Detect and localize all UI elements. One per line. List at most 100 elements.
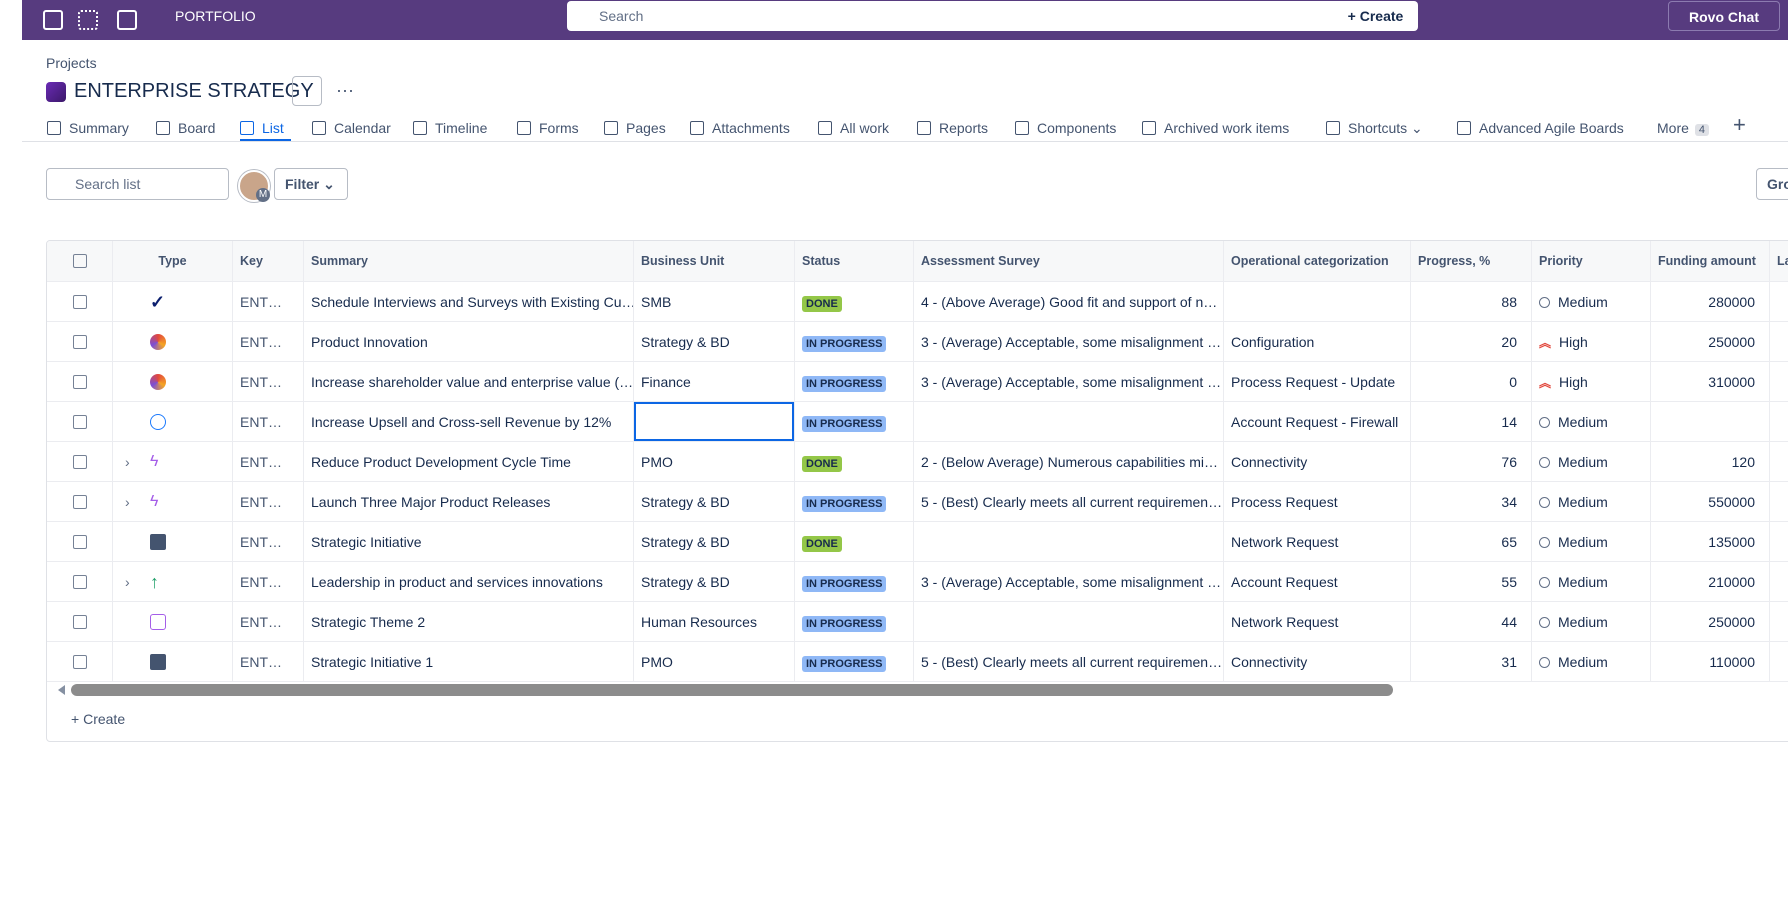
assessment-survey-cell: [914, 602, 1224, 642]
column-header[interactable]: Type: [113, 241, 233, 282]
list-table: Type Key Summary Business Unit Status Assessm…: [46, 240, 1788, 742]
tab-count: 4: [1694, 124, 1710, 136]
row-checkbox[interactable]: [73, 495, 87, 509]
type-cell: [113, 642, 233, 682]
status-lozenge[interactable]: IN PROGRESS: [802, 656, 887, 672]
status-lozenge[interactable]: IN PROGRESS: [802, 496, 887, 512]
tab[interactable]: Forms: [517, 118, 579, 138]
type-cell: [113, 322, 233, 362]
column-header[interactable]: Assessment Survey: [914, 241, 1224, 282]
status-lozenge[interactable]: IN PROGRESS: [802, 616, 887, 632]
column-header[interactable]: Progress, %: [1411, 241, 1532, 282]
group-button[interactable]: Gro: [1756, 168, 1788, 200]
row-checkbox[interactable]: [73, 655, 87, 669]
tab[interactable]: Attachments: [690, 118, 790, 138]
tab[interactable]: Pages: [604, 118, 666, 138]
progress-cell: 55: [1411, 562, 1532, 602]
progress: 65: [1501, 534, 1517, 550]
select-all-checkbox[interactable]: [73, 254, 87, 268]
scroll-left[interactable]: [53, 685, 65, 695]
status-lozenge[interactable]: DONE: [802, 296, 842, 312]
summary-cell: Strategic Initiative 1: [304, 642, 634, 682]
expand-toggle[interactable]: ›: [125, 574, 130, 590]
column-header[interactable]: Operational categorization: [1224, 241, 1411, 282]
filter-button[interactable]: Filter ⌄: [274, 168, 348, 200]
row-checkbox[interactable]: [73, 455, 87, 469]
tab[interactable]: Summary: [47, 118, 129, 138]
tab[interactable]: List: [240, 118, 284, 138]
funding-amount: 280000: [1708, 294, 1755, 310]
create-label: Create: [1359, 8, 1404, 24]
row-select-cell: [47, 322, 113, 362]
tab[interactable]: Shortcuts ⌄: [1326, 118, 1423, 138]
project-avatar: [46, 82, 66, 102]
tab[interactable]: Reports: [917, 118, 988, 138]
operational-categorization-cell: Process Request: [1224, 482, 1411, 522]
assessment-survey: 4 - (Above Average) Good fit and support…: [921, 294, 1218, 310]
row-checkbox[interactable]: [73, 415, 87, 429]
progress-cell: 76: [1411, 442, 1532, 482]
create-button[interactable]: + Create: [1333, 1, 1418, 31]
add-tab[interactable]: +: [1733, 112, 1746, 137]
status-lozenge[interactable]: IN PROGRESS: [802, 376, 887, 392]
column-header[interactable]: Summary: [304, 241, 634, 282]
breadcrumb[interactable]: Projects: [46, 55, 97, 71]
tab[interactable]: All work: [818, 118, 889, 138]
row-checkbox[interactable]: [73, 535, 87, 549]
status-lozenge[interactable]: IN PROGRESS: [802, 336, 887, 352]
column-header[interactable]: Business Unit: [634, 241, 795, 282]
column-header[interactable]: La: [1770, 241, 1788, 282]
scrollbar-thumb[interactable]: [71, 684, 1393, 696]
apps-switcher[interactable]: [78, 10, 98, 30]
business-unit: Finance: [641, 374, 691, 390]
operational-categorization-cell: Configuration: [1224, 322, 1411, 362]
row-checkbox[interactable]: [73, 335, 87, 349]
funding-amount: 120: [1731, 454, 1755, 470]
column-header[interactable]: Priority: [1532, 241, 1651, 282]
work-type-icon: [150, 414, 166, 430]
status-lozenge[interactable]: DONE: [802, 536, 842, 552]
column-header[interactable]: Key: [233, 241, 304, 282]
key: ENT…: [240, 334, 282, 350]
tab[interactable]: Calendar: [312, 118, 391, 138]
create-row[interactable]: + Create: [71, 711, 126, 727]
expand-toggle[interactable]: ›: [125, 494, 130, 510]
app-name[interactable]: PORTFOLIO: [175, 8, 256, 24]
priority-label: Medium: [1558, 574, 1608, 590]
extra-cell: [1770, 562, 1788, 602]
tab[interactable]: More 4: [1657, 118, 1710, 140]
work-type-icon: ϟ: [150, 453, 159, 470]
tab[interactable]: Archived work items: [1142, 118, 1289, 138]
more-actions[interactable]: ···: [336, 80, 354, 100]
priority-label: Medium: [1558, 494, 1608, 510]
tab[interactable]: Timeline: [413, 118, 487, 138]
type-cell: [113, 362, 233, 402]
expand-toggle[interactable]: ›: [125, 454, 130, 470]
status-lozenge[interactable]: DONE: [802, 456, 842, 472]
tab[interactable]: Advanced Agile Boards: [1457, 118, 1624, 138]
row-checkbox[interactable]: [73, 375, 87, 389]
tab-label: Timeline: [435, 120, 488, 136]
row-checkbox[interactable]: [73, 295, 87, 309]
key-cell: ENT…: [233, 562, 304, 602]
tab-icon: [1142, 121, 1156, 135]
funding-amount: 250000: [1708, 614, 1755, 630]
global-search[interactable]: Search: [567, 1, 1347, 31]
status-lozenge[interactable]: IN PROGRESS: [802, 416, 887, 432]
row-checkbox[interactable]: [73, 615, 87, 629]
summary: Leadership in product and services innov…: [311, 574, 603, 590]
rovo-chat-button[interactable]: Rovo Chat: [1668, 1, 1780, 31]
column-header[interactable]: Status: [795, 241, 914, 282]
list-search[interactable]: Search list: [46, 168, 229, 200]
column-header[interactable]: Funding amount: [1651, 241, 1770, 282]
assessment-survey: 3 - (Average) Acceptable, some misalignm…: [921, 574, 1222, 590]
tab[interactable]: Board: [156, 118, 215, 138]
funding-amount: 310000: [1708, 374, 1755, 390]
progress-cell: 20: [1411, 322, 1532, 362]
row-checkbox[interactable]: [73, 575, 87, 589]
team-button[interactable]: [292, 76, 322, 106]
sidebar-toggle[interactable]: [43, 10, 63, 30]
user-avatar[interactable]: M: [238, 170, 270, 202]
status-lozenge[interactable]: IN PROGRESS: [802, 576, 887, 592]
tab[interactable]: Components: [1015, 118, 1116, 138]
